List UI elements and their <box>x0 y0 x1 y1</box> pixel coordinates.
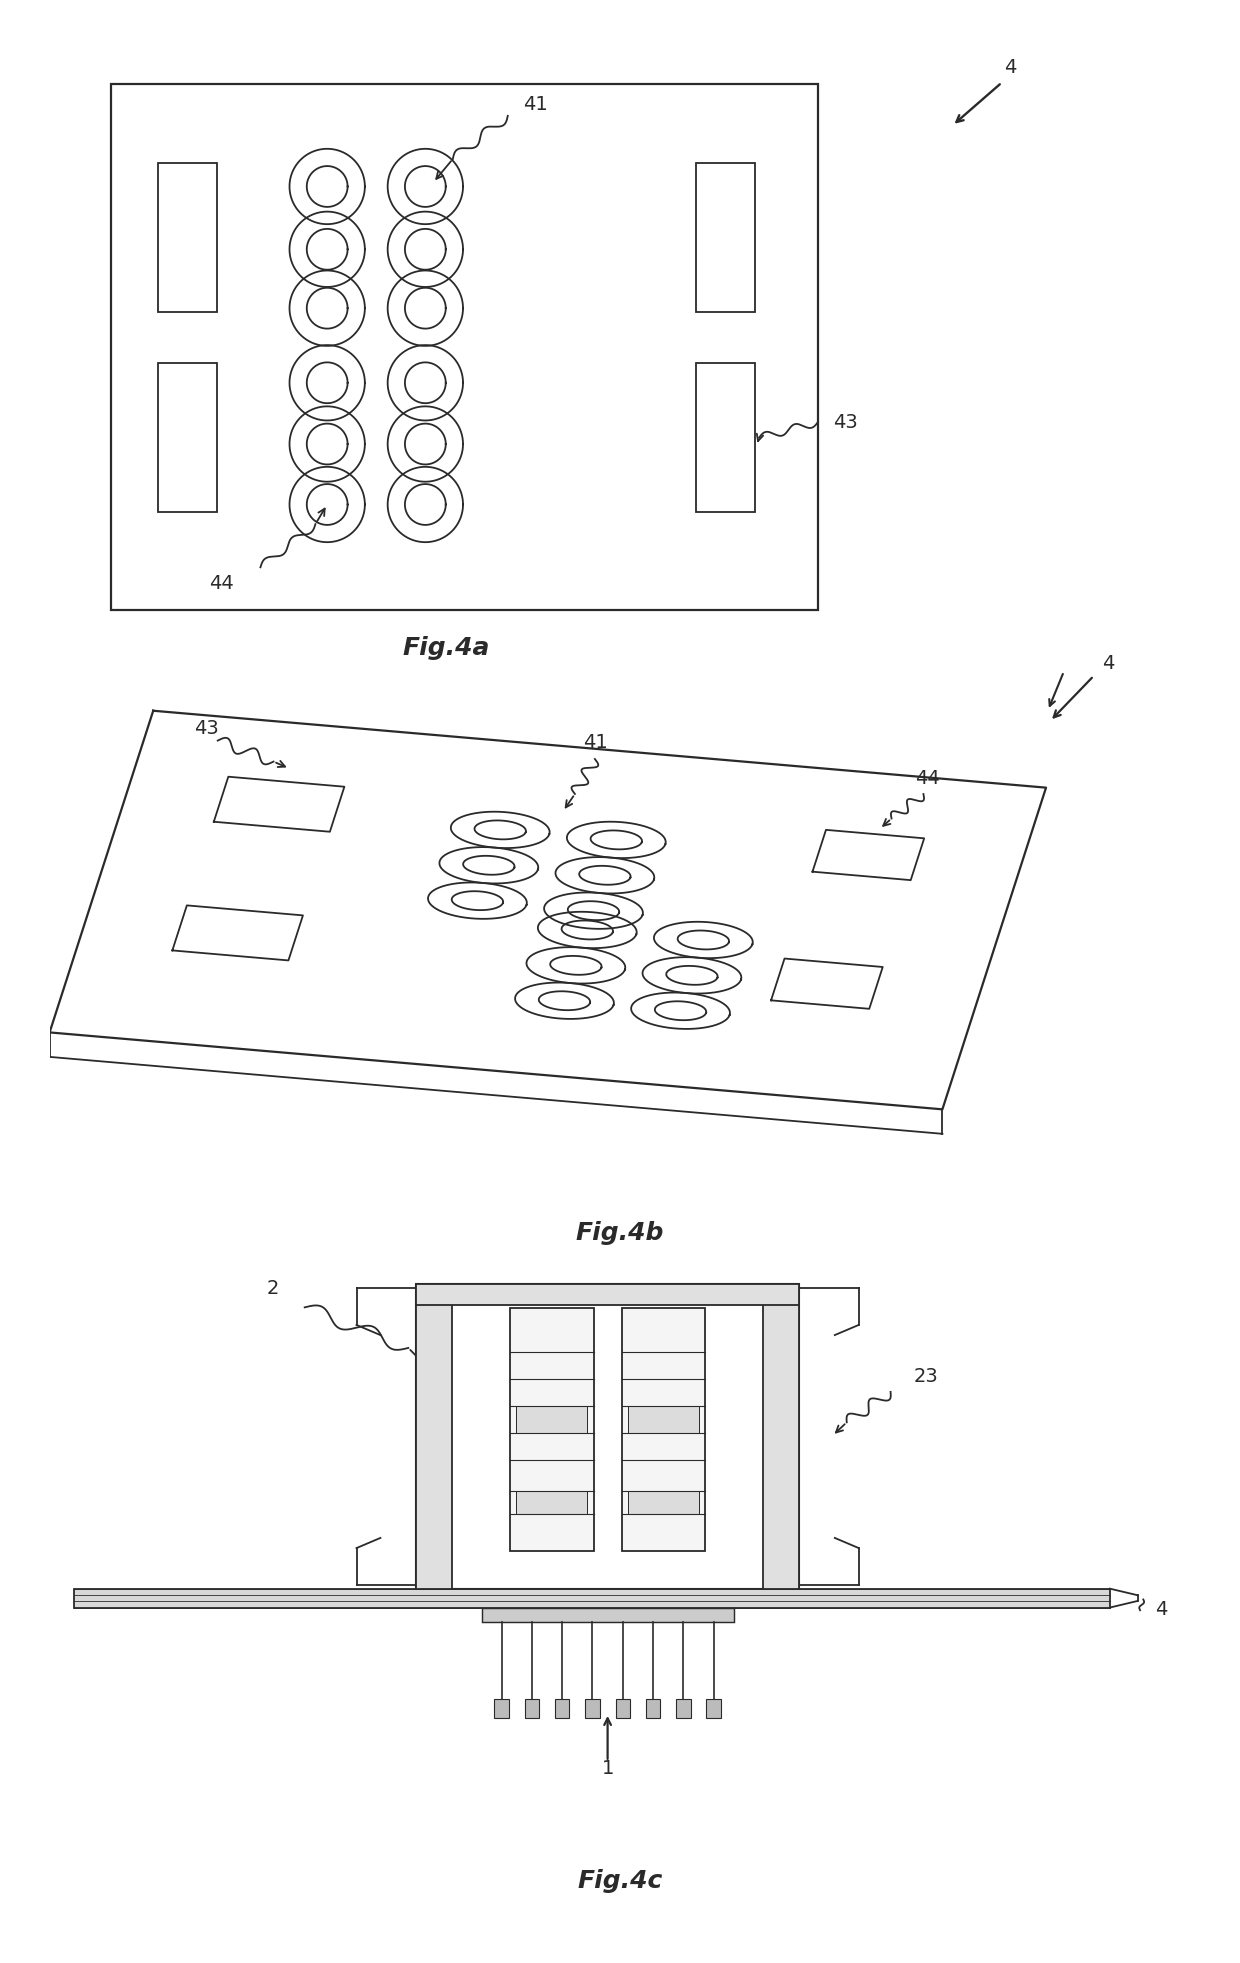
Text: 4: 4 <box>1156 1600 1168 1619</box>
Text: 4: 4 <box>1004 57 1017 77</box>
Text: Fig.4c: Fig.4c <box>578 1869 662 1892</box>
Bar <box>159 163 217 312</box>
Bar <box>495 1698 508 1718</box>
Text: Fig.4a: Fig.4a <box>403 636 490 660</box>
Text: 23: 23 <box>914 1366 939 1386</box>
Bar <box>516 1490 588 1513</box>
Text: 41: 41 <box>583 734 608 752</box>
Text: 44: 44 <box>208 573 233 593</box>
Text: Fig.4b: Fig.4b <box>575 1221 665 1245</box>
Bar <box>481 1608 734 1623</box>
Bar <box>615 1698 630 1718</box>
Bar <box>73 1588 1110 1608</box>
Bar <box>516 1406 588 1433</box>
Text: 43: 43 <box>193 718 218 738</box>
Bar <box>707 1698 720 1718</box>
Bar <box>763 1284 799 1588</box>
Bar <box>556 1698 569 1718</box>
Bar <box>627 1406 699 1433</box>
Bar <box>627 1490 699 1513</box>
Bar <box>510 1307 594 1551</box>
Text: 44: 44 <box>915 769 940 787</box>
Bar <box>646 1698 660 1718</box>
Bar <box>417 1284 799 1305</box>
Text: 1: 1 <box>601 1759 614 1778</box>
Bar <box>621 1307 706 1551</box>
Bar <box>417 1284 799 1588</box>
Bar <box>696 163 755 312</box>
Bar <box>696 363 755 512</box>
Bar <box>159 363 217 512</box>
Bar <box>676 1698 691 1718</box>
Text: 43: 43 <box>833 412 858 432</box>
Bar <box>417 1284 453 1588</box>
Bar <box>585 1698 600 1718</box>
Text: 41: 41 <box>523 94 548 114</box>
Text: 4: 4 <box>1102 654 1115 673</box>
Bar <box>525 1698 539 1718</box>
Text: 2: 2 <box>267 1278 279 1298</box>
